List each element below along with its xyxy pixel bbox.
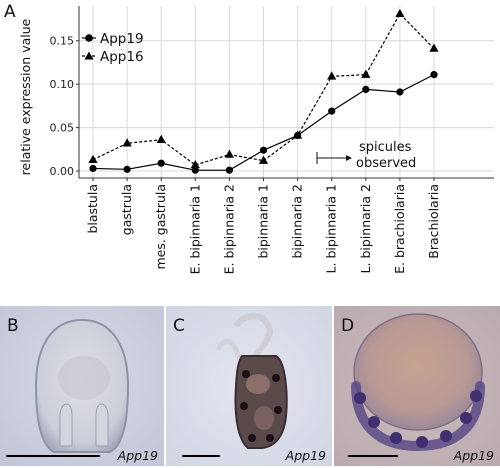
photo-panel-c: C App19 (166, 306, 332, 466)
y-axis-label: relative expression value (18, 18, 33, 175)
annotation-text-line1: spicules (359, 140, 412, 155)
photo-panel-b: B App19 (0, 306, 164, 466)
point-app19 (89, 164, 97, 173)
point-app19 (430, 71, 438, 79)
x-tick-label: bipinnaria 2 (290, 184, 305, 259)
gene-label-b: App19 (117, 448, 158, 463)
point-app16 (361, 69, 371, 78)
point-app19 (123, 165, 131, 173)
point-app16 (122, 138, 132, 147)
annotation-text-line2: observed (356, 156, 416, 171)
point-app19 (259, 146, 268, 154)
legend-label-app16: App16 (100, 49, 144, 65)
spicules-annotation: spicules observed (316, 140, 416, 171)
x-tick-label: L. bipinnaria 2 (358, 184, 373, 273)
y-tick-label: 0.10 (50, 78, 75, 91)
x-tick-label: E. brachiolaria (392, 184, 407, 274)
point-app16 (429, 43, 439, 52)
x-tick-label: L. bipinnaria 1 (324, 184, 339, 273)
point-app16 (156, 134, 166, 143)
point-app16 (327, 71, 337, 80)
expression-chart: A 0.00 0.05 0.10 0.15 relative expression v… (4, 2, 494, 274)
larva-image-b (0, 306, 164, 466)
x-tick-label: E. bipinnaria 1 (187, 184, 202, 274)
x-tick-label: E. bipinnaria 2 (221, 184, 236, 274)
larva-image-c (166, 306, 332, 466)
panel-a-label: A (4, 2, 16, 22)
legend-marker-app16 (84, 51, 94, 60)
point-app16 (395, 8, 405, 18)
photo-letter-b: B (7, 316, 19, 336)
x-ticks: blastula gastrula mes. gastrula E. bipinnar… (85, 178, 441, 274)
x-tick-label: Brachiolaria (426, 184, 441, 259)
series-line-app16 (92, 12, 435, 166)
y-tick-label: 0.00 (50, 165, 75, 178)
y-ticks: 0.00 0.05 0.10 0.15 (50, 35, 79, 178)
gene-label-d: App19 (453, 448, 494, 463)
photo-panel-d: D App19 (334, 306, 500, 466)
x-tick-label: bipinnaria 1 (256, 184, 271, 259)
point-app19 (328, 107, 336, 115)
x-tick-label: gastrula (119, 184, 134, 235)
point-app16 (258, 155, 269, 164)
x-tick-label: mes. gastrula (153, 184, 168, 270)
photo-letter-c: C (173, 316, 185, 336)
point-app16 (224, 149, 234, 158)
legend-label-app19: App19 (100, 31, 144, 47)
gene-label-c: App19 (285, 448, 326, 463)
chart-axes (78, 6, 494, 179)
point-app19 (191, 166, 199, 174)
point-app19 (225, 166, 233, 174)
point-app16 (293, 130, 303, 139)
y-tick-label: 0.05 (50, 122, 75, 135)
x-tick-label: blastula (85, 184, 100, 234)
photo-letter-d: D (341, 316, 355, 336)
point-app19 (362, 85, 370, 93)
annotation-arrowhead (346, 155, 352, 161)
legend-marker-app19 (85, 34, 93, 42)
point-app16 (190, 159, 200, 169)
legend: App19 App16 (82, 31, 144, 65)
larva-image-d (334, 306, 500, 466)
point-app16 (88, 154, 98, 163)
chart-series (88, 8, 439, 174)
y-tick-label: 0.15 (50, 35, 75, 48)
point-app19 (157, 159, 165, 167)
point-app19 (396, 88, 404, 96)
